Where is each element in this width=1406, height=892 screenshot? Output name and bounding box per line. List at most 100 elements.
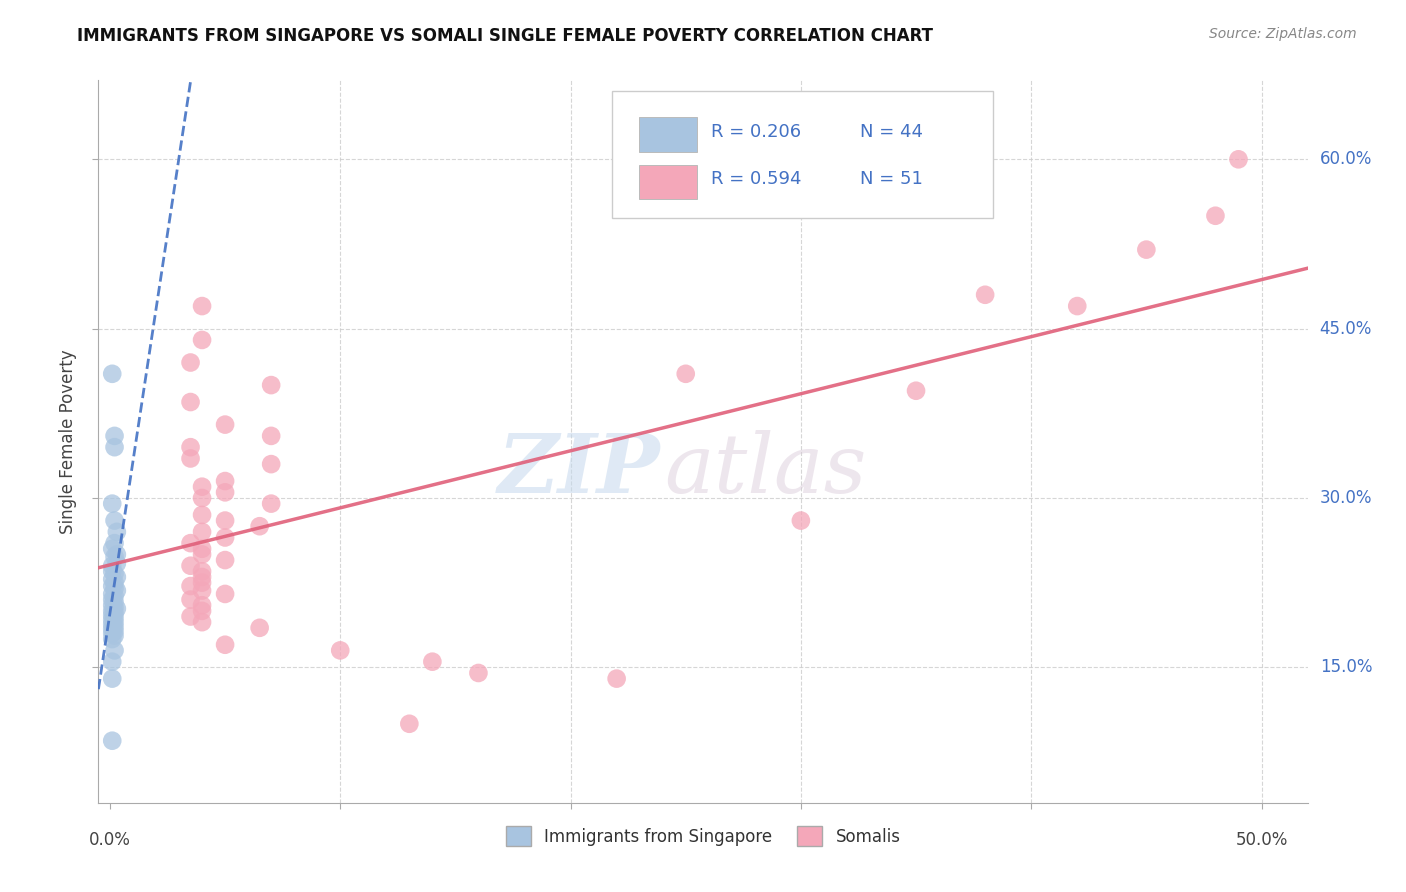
FancyBboxPatch shape xyxy=(638,118,697,153)
Point xyxy=(101,497,124,511)
Point xyxy=(101,613,124,627)
Point xyxy=(398,716,420,731)
Point xyxy=(101,541,124,556)
Text: N = 51: N = 51 xyxy=(860,170,924,188)
Point xyxy=(103,589,125,603)
Point xyxy=(191,575,214,590)
Point xyxy=(103,575,125,590)
Point xyxy=(606,672,628,686)
Point xyxy=(101,626,124,640)
Point xyxy=(101,572,124,586)
Point xyxy=(180,440,202,454)
Point xyxy=(103,629,125,643)
Point xyxy=(191,615,214,630)
Point xyxy=(103,514,125,528)
Point xyxy=(180,592,202,607)
Point xyxy=(260,429,283,443)
Point xyxy=(105,557,128,571)
Point xyxy=(103,643,125,657)
Point xyxy=(191,565,214,579)
Point xyxy=(191,570,214,584)
Point xyxy=(260,378,283,392)
Point xyxy=(101,622,124,636)
Point xyxy=(214,514,236,528)
Point xyxy=(180,355,202,369)
Text: 15.0%: 15.0% xyxy=(1320,658,1372,676)
Point xyxy=(103,615,125,630)
Point xyxy=(180,451,202,466)
Point xyxy=(214,474,236,488)
Point xyxy=(260,497,283,511)
Text: Source: ZipAtlas.com: Source: ZipAtlas.com xyxy=(1209,27,1357,41)
Point xyxy=(101,617,124,632)
Point xyxy=(249,519,271,533)
Point xyxy=(191,480,214,494)
Point xyxy=(214,553,236,567)
Text: 0.0%: 0.0% xyxy=(89,830,131,848)
FancyBboxPatch shape xyxy=(613,91,993,218)
Legend: Immigrants from Singapore, Somalis: Immigrants from Singapore, Somalis xyxy=(499,820,907,852)
Text: ZIP: ZIP xyxy=(498,431,661,510)
Point xyxy=(214,638,236,652)
Text: N = 44: N = 44 xyxy=(860,123,924,141)
Point xyxy=(329,643,352,657)
Point xyxy=(1227,153,1250,167)
Point xyxy=(101,558,124,573)
Point xyxy=(103,536,125,550)
Text: 30.0%: 30.0% xyxy=(1320,489,1372,507)
Point xyxy=(103,566,125,581)
Point xyxy=(191,491,214,505)
Point xyxy=(101,579,124,593)
Point xyxy=(103,549,125,564)
Point xyxy=(214,417,236,432)
Point xyxy=(191,299,214,313)
Point xyxy=(260,457,283,471)
Point xyxy=(191,548,214,562)
Point xyxy=(191,508,214,522)
Point xyxy=(103,610,125,624)
Text: R = 0.206: R = 0.206 xyxy=(711,123,801,141)
Point xyxy=(101,672,124,686)
Point xyxy=(105,601,128,615)
FancyBboxPatch shape xyxy=(638,164,697,199)
Point xyxy=(1066,299,1088,313)
Point xyxy=(103,606,125,620)
Point xyxy=(105,548,128,562)
Point xyxy=(103,624,125,639)
Text: 45.0%: 45.0% xyxy=(1320,319,1372,338)
Point xyxy=(675,367,697,381)
Point xyxy=(180,609,202,624)
Point xyxy=(191,599,214,613)
Point xyxy=(101,367,124,381)
Point xyxy=(103,600,125,615)
Point xyxy=(180,579,202,593)
Point xyxy=(191,333,214,347)
Point xyxy=(101,587,124,601)
Point xyxy=(101,592,124,607)
Point xyxy=(249,621,271,635)
Point xyxy=(422,655,444,669)
Point xyxy=(180,558,202,573)
Point xyxy=(974,287,997,301)
Point xyxy=(105,570,128,584)
Point xyxy=(214,587,236,601)
Point xyxy=(101,632,124,646)
Point xyxy=(103,595,125,609)
Point xyxy=(103,582,125,596)
Point xyxy=(101,655,124,669)
Point xyxy=(191,604,214,618)
Point xyxy=(191,541,214,556)
Point xyxy=(101,733,124,747)
Point xyxy=(180,536,202,550)
Point xyxy=(103,429,125,443)
Point xyxy=(180,395,202,409)
Point xyxy=(1135,243,1157,257)
Point xyxy=(101,604,124,618)
Point xyxy=(105,524,128,539)
Point xyxy=(790,514,813,528)
Y-axis label: Single Female Poverty: Single Female Poverty xyxy=(59,350,77,533)
Point xyxy=(101,599,124,613)
Point xyxy=(103,620,125,634)
Point xyxy=(101,608,124,623)
Text: R = 0.594: R = 0.594 xyxy=(711,170,801,188)
